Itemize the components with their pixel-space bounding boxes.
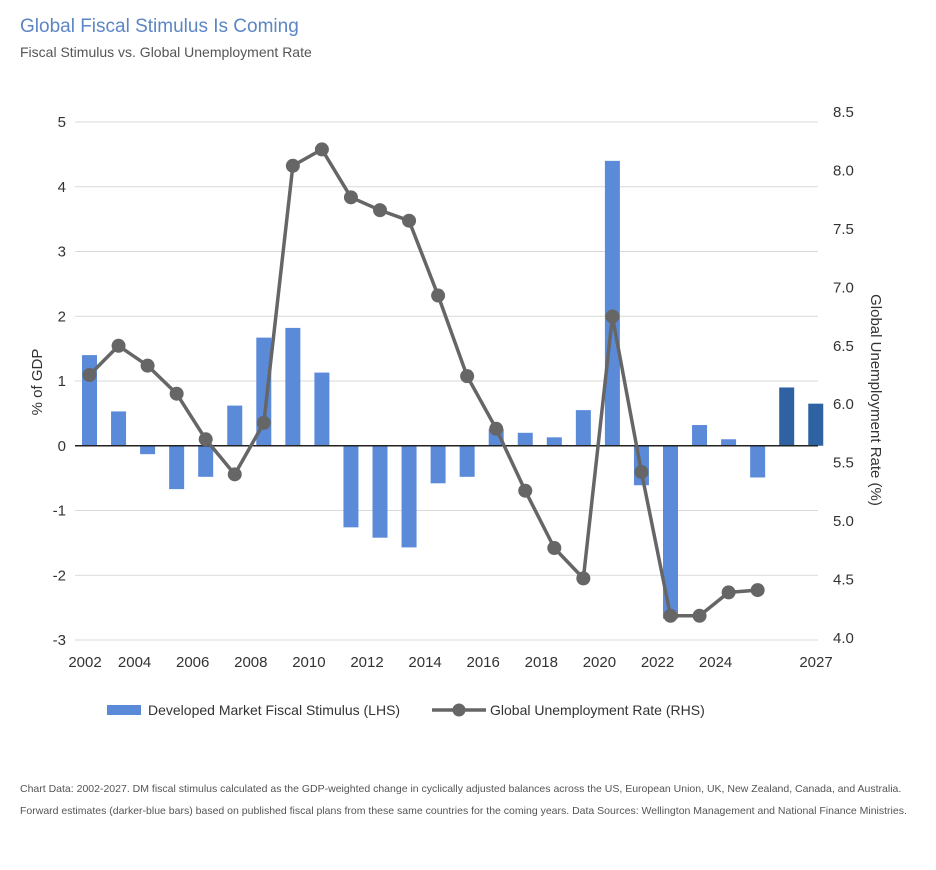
left-tick-label: 2 — [58, 308, 66, 325]
x-axis-ticks: 2002 2004 2006 2008 2010 2012 2014 2016 2018 2020… — [68, 654, 832, 671]
right-axis-label: Global Unemployment Rate (%) — [867, 294, 884, 506]
unemployment-point — [692, 608, 707, 623]
left-tick-label: 4 — [58, 179, 66, 196]
stimulus-bar — [604, 160, 620, 446]
stimulus-bar — [285, 327, 301, 446]
stimulus-bar — [343, 445, 359, 528]
right-tick-label: 5.0 — [833, 513, 854, 530]
legend-bar-swatch — [107, 705, 141, 715]
x-tick-label: 2018 — [525, 654, 558, 671]
right-tick-label: 5.5 — [833, 455, 854, 472]
chart-subtitle: Fiscal Stimulus vs. Global Unemployment … — [20, 44, 312, 60]
unemployment-point — [431, 288, 446, 303]
legend-line-label: Global Unemployment Rate (RHS) — [490, 702, 705, 718]
gridlines — [75, 121, 818, 641]
stimulus-bar — [459, 445, 475, 477]
unemployment-point — [634, 465, 649, 480]
chart-title: Global Fiscal Stimulus Is Coming — [20, 16, 299, 37]
unemployment-point — [373, 203, 387, 218]
left-tick-label: -3 — [53, 632, 66, 649]
unemployment-point — [663, 608, 678, 623]
unemployment-point — [111, 338, 126, 353]
legend: Developed Market Fiscal Stimulus (LHS) G… — [107, 702, 705, 718]
unemployment-point — [489, 421, 504, 436]
legend-bar-label: Developed Market Fiscal Stimulus (LHS) — [148, 702, 400, 718]
right-tick-label: 6.5 — [833, 338, 854, 355]
x-tick-label: 2020 — [583, 654, 616, 671]
left-tick-label: 1 — [58, 373, 66, 390]
left-axis-label: % of GDP — [29, 349, 46, 416]
x-tick-label: 2008 — [234, 654, 267, 671]
left-tick-label: 0 — [58, 438, 66, 455]
stimulus-bar — [517, 432, 533, 446]
unemployment-point — [402, 213, 417, 228]
stimulus-bar — [372, 445, 388, 538]
right-tick-label: 8.0 — [833, 162, 854, 179]
unemployment-point — [285, 158, 300, 173]
chart-area: 5 4 3 2 1 0 -1 -2 -3 8.5 8.0 7.5 7.0 6.5 6.0 5.5 5.0 4.5… — [29, 104, 884, 718]
unemployment-point — [140, 358, 155, 373]
x-tick-label: 2027 — [799, 654, 832, 671]
stimulus-bar — [111, 411, 127, 446]
stimulus-bar — [692, 425, 708, 446]
right-tick-label: 8.5 — [833, 104, 854, 121]
stimulus-bar — [227, 405, 243, 446]
x-tick-label: 2012 — [350, 654, 383, 671]
stimulus-bar — [663, 445, 678, 619]
x-tick-label: 2006 — [176, 654, 209, 671]
x-tick-label: 2014 — [408, 654, 441, 671]
stimulus-bar — [750, 445, 766, 478]
unemployment-point — [547, 540, 562, 555]
unemployment-point — [750, 583, 765, 598]
footnote: Chart Data: 2002-2027. DM fiscal stimulu… — [20, 783, 907, 817]
stimulus-bar — [721, 439, 737, 446]
stimulus-bar — [546, 437, 562, 446]
unemployment-point — [169, 386, 184, 401]
stimulus-bar — [575, 410, 591, 446]
unemployment-point — [314, 142, 329, 157]
left-tick-label: -2 — [53, 567, 66, 584]
left-axis-ticks: 5 4 3 2 1 0 -1 -2 -3 — [53, 114, 66, 649]
unemployment-point — [460, 369, 475, 384]
right-axis-ticks: 8.5 8.0 7.5 7.0 6.5 6.0 5.5 5.0 4.5 4.0 — [833, 104, 854, 647]
left-tick-label: 3 — [58, 244, 66, 261]
unemployment-point — [518, 483, 533, 498]
x-tick-label: 2010 — [292, 654, 325, 671]
right-tick-label: 4.0 — [833, 630, 854, 647]
unemployment-point — [721, 585, 736, 600]
right-tick-label: 7.5 — [833, 221, 854, 238]
x-tick-label: 2016 — [467, 654, 500, 671]
unemployment-point — [576, 571, 591, 586]
forecast-bar — [808, 403, 824, 446]
unemployment-point — [198, 432, 213, 447]
stimulus-bar — [401, 445, 417, 548]
unemployment-point — [256, 415, 271, 430]
stimulus-bar — [169, 445, 185, 490]
unemployment-point — [605, 309, 620, 324]
x-tick-label: 2002 — [68, 654, 101, 671]
stimulus-bars — [82, 160, 824, 619]
x-tick-label: 2024 — [699, 654, 732, 671]
forecast-bar — [779, 387, 795, 446]
stimulus-bar — [430, 445, 446, 484]
unemployment-point — [343, 190, 358, 205]
unemployment-point — [82, 368, 97, 382]
legend-line-marker — [452, 703, 466, 717]
right-tick-label: 7.0 — [833, 279, 854, 296]
stimulus-bar — [198, 445, 214, 477]
stimulus-bar — [140, 445, 156, 455]
left-tick-label: 5 — [58, 114, 66, 131]
right-tick-label: 6.0 — [833, 396, 854, 413]
stimulus-bar — [314, 372, 330, 446]
x-tick-label: 2022 — [641, 654, 674, 671]
x-tick-label: 2004 — [118, 654, 151, 671]
unemployment-point — [227, 467, 242, 482]
right-tick-label: 4.5 — [833, 572, 854, 589]
left-tick-label: -1 — [53, 503, 66, 520]
unemployment-line — [88, 147, 758, 618]
unemployment-line-series — [82, 142, 765, 623]
